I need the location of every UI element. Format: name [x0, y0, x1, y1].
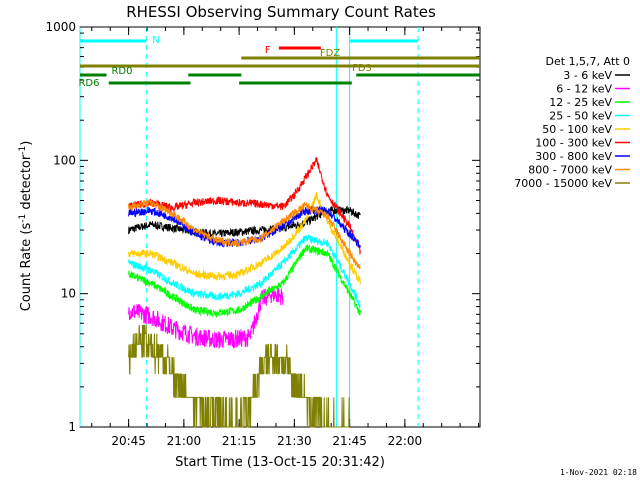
series-line-5 — [128, 157, 361, 255]
y-axis-label-main: Count Rate (s — [19, 223, 34, 312]
series-line-3 — [128, 233, 361, 309]
flag-label-FDZ: FDZ — [320, 48, 340, 59]
x-tick-label: 21:15 — [222, 434, 257, 448]
y-axis-label-group: Count Rate (s-1 detector-1) — [18, 141, 34, 312]
x-tick-label: 21:30 — [277, 434, 312, 448]
series-line-1 — [128, 286, 284, 349]
legend-label-0: 3 - 6 keV — [563, 69, 612, 82]
flag-label-FD3: FD3 — [352, 63, 372, 74]
flag-label-N: N — [152, 35, 159, 46]
x-tick-label: 22:00 — [388, 434, 423, 448]
y-axis-label-sup2: -1 — [18, 146, 28, 155]
y-tick-label: 1000 — [45, 20, 76, 34]
legend-label-2: 12 - 25 keV — [549, 96, 612, 109]
flag-label-RD6: RD6 — [78, 78, 99, 89]
series-line-8 — [128, 324, 350, 428]
legend-label-7: 800 - 7000 keV — [528, 164, 612, 177]
y-axis-label-tail: detector — [19, 154, 34, 214]
series-line-7 — [128, 199, 361, 270]
x-axis-label: Start Time (13-Oct-15 20:31:42) — [175, 455, 385, 470]
y-tick-label: 10 — [61, 287, 76, 301]
plot-area: 1 10 100 1000 20:45 21:00 21:15 21:30 21:45 22:00… — [45, 20, 481, 448]
legend-label-1: 6 - 12 keV — [556, 83, 612, 96]
x-tick-label: 20:45 — [111, 434, 146, 448]
legend-label-8: 7000 - 15000 keV — [514, 177, 612, 190]
legend-label-3: 25 - 50 keV — [549, 110, 612, 123]
legend-title: Det 1,5,7, Att 0 — [546, 55, 630, 68]
legend-label-5: 100 - 300 keV — [535, 137, 612, 150]
y-tick-label: 100 — [53, 153, 76, 167]
flag-label-F: F — [265, 45, 271, 56]
footer-timestamp: 1-Nov-2021 02:18 — [560, 468, 637, 477]
x-tick-label: 21:45 — [332, 434, 367, 448]
y-axis-label-close: ) — [19, 141, 34, 146]
legend-label-4: 50 - 100 keV — [542, 123, 612, 136]
x-tick-label: 21:00 — [167, 434, 202, 448]
flag-label-RD0: RD0 — [111, 66, 132, 77]
y-axis-label-sup: -1 — [18, 214, 28, 223]
y-tick-label: 1 — [68, 420, 76, 434]
legend-label-6: 300 - 800 keV — [535, 150, 612, 163]
chart-title: RHESSI Observing Summary Count Rates — [126, 3, 436, 21]
y-axis-label: Count Rate (s-1 detector-1) — [18, 141, 34, 312]
series-line-2 — [128, 244, 361, 319]
